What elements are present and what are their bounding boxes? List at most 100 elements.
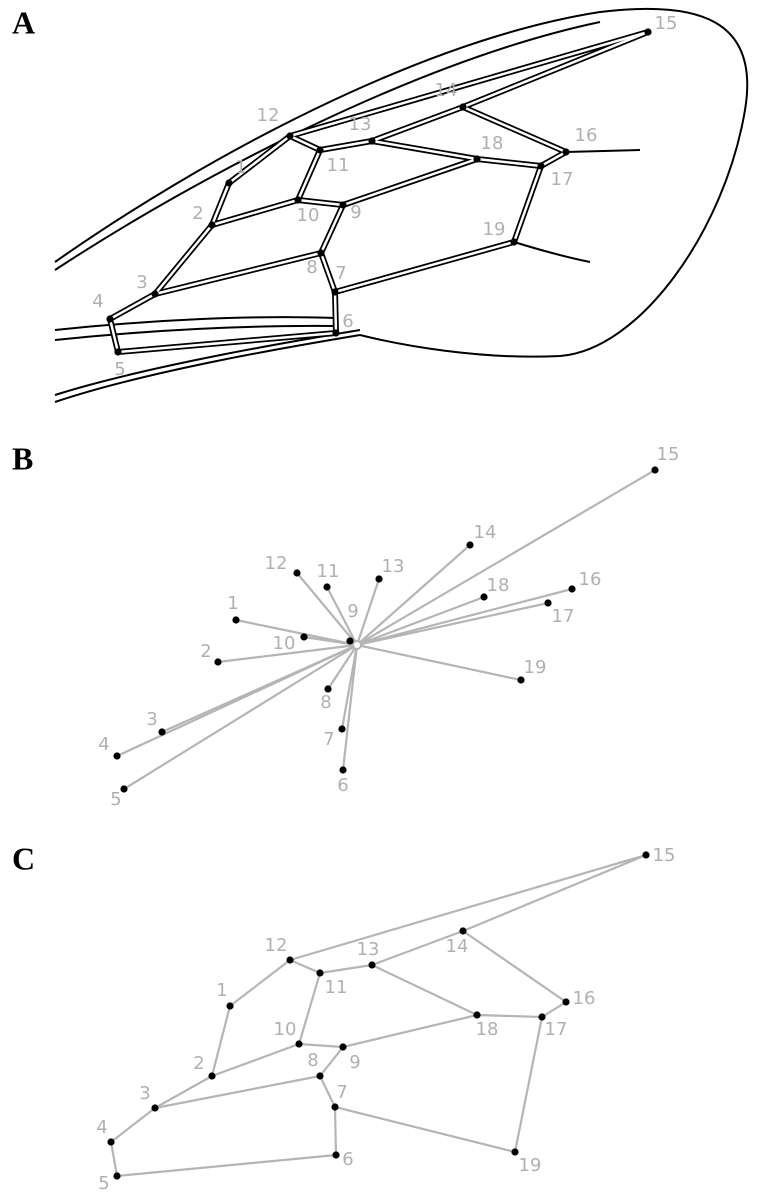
connector xyxy=(357,645,521,680)
landmark xyxy=(286,956,293,963)
landmark-label: 3 xyxy=(136,272,147,293)
landmark-label: 1 xyxy=(216,980,227,1001)
connector xyxy=(111,1108,155,1142)
landmark xyxy=(316,146,323,153)
landmark xyxy=(113,752,120,759)
vein-inner xyxy=(343,159,477,205)
landmark-label: 5 xyxy=(98,1173,109,1192)
landmark xyxy=(339,766,346,773)
landmark xyxy=(466,541,473,548)
landmark xyxy=(459,927,466,934)
vein-inner xyxy=(463,32,648,107)
landmark-label: 8 xyxy=(320,692,331,713)
landmark xyxy=(226,1002,233,1009)
landmark-label: 9 xyxy=(350,202,361,223)
vein-inner xyxy=(290,136,320,150)
connector xyxy=(290,960,320,973)
connector xyxy=(515,1017,542,1152)
landmark-label: 7 xyxy=(335,263,346,284)
landmark xyxy=(300,633,307,640)
landmark-label: 7 xyxy=(336,1082,347,1103)
connector xyxy=(117,1155,336,1176)
landmark xyxy=(562,998,569,1005)
landmark xyxy=(317,249,324,256)
connector xyxy=(155,1076,320,1108)
vein-inner xyxy=(321,253,335,292)
landmark-label: 2 xyxy=(200,641,211,662)
landmark-label: 17 xyxy=(552,606,575,627)
landmark xyxy=(208,1072,215,1079)
landmark-label: 3 xyxy=(139,1083,150,1104)
landmark xyxy=(339,1043,346,1050)
landmark-label: 9 xyxy=(347,601,358,622)
connector xyxy=(343,1015,477,1047)
landmark-label: 11 xyxy=(325,977,348,998)
vein-inner xyxy=(372,141,477,159)
landmark xyxy=(511,1148,518,1155)
landmark-label: 16 xyxy=(575,125,598,146)
landmark-label: 13 xyxy=(357,939,380,960)
landmark xyxy=(294,196,301,203)
landmark-label: 10 xyxy=(274,1019,297,1040)
landmark-label: 5 xyxy=(114,359,125,380)
landmark-label: 13 xyxy=(382,556,405,577)
landmark-label: 18 xyxy=(476,1019,499,1040)
landmark xyxy=(225,179,232,186)
panel-label: A xyxy=(12,4,35,40)
connector xyxy=(320,1076,335,1107)
landmark-label: 9 xyxy=(349,1052,360,1073)
landmark xyxy=(339,201,346,208)
landmark xyxy=(316,1072,323,1079)
panel-label: B xyxy=(12,440,33,476)
landmark xyxy=(331,288,338,295)
landmark xyxy=(346,637,353,644)
landmark xyxy=(644,28,651,35)
landmark-label: 16 xyxy=(573,988,596,1009)
landmark xyxy=(332,1151,339,1158)
vein-inner xyxy=(372,107,463,141)
landmark xyxy=(208,221,215,228)
landmark-label: 12 xyxy=(265,553,288,574)
landmark-label: 8 xyxy=(306,257,317,278)
vein-inner xyxy=(290,32,648,136)
landmark-label: 11 xyxy=(317,561,340,582)
landmark xyxy=(473,1011,480,1018)
connector xyxy=(463,931,566,1002)
connector xyxy=(124,645,357,789)
connector xyxy=(230,960,290,1006)
landmark-label: 15 xyxy=(657,444,680,465)
landmark xyxy=(544,599,551,606)
connector xyxy=(111,1142,117,1176)
landmark xyxy=(368,961,375,968)
connector xyxy=(372,965,477,1015)
landmark xyxy=(151,290,158,297)
landmark-label: 10 xyxy=(273,633,296,654)
landmark-label: 11 xyxy=(327,155,350,176)
landmark xyxy=(295,1040,302,1047)
landmark xyxy=(332,329,339,336)
landmark xyxy=(642,851,649,858)
connector xyxy=(212,1006,230,1076)
landmark xyxy=(151,1104,158,1111)
landmark-label: 19 xyxy=(524,657,547,678)
landmark-label: 12 xyxy=(265,935,288,956)
landmark xyxy=(323,583,330,590)
landmark-label: 6 xyxy=(342,1149,353,1170)
connector xyxy=(477,1015,542,1017)
connector xyxy=(299,1044,343,1047)
connector xyxy=(542,1002,566,1017)
landmark-label: 14 xyxy=(435,80,458,101)
landmark xyxy=(537,162,544,169)
connector xyxy=(335,1107,336,1155)
figure: A B C 1234567891011121314151617181912345… xyxy=(0,0,767,1192)
landmark xyxy=(651,466,658,473)
landmark-label: 6 xyxy=(337,775,348,796)
vein-inner xyxy=(335,292,336,333)
landmark-label: 2 xyxy=(192,203,203,224)
landmark-label: 15 xyxy=(653,845,676,866)
landmark-label: 17 xyxy=(551,169,574,190)
landmark xyxy=(459,103,466,110)
landmark-label: 4 xyxy=(92,291,103,312)
landmark-label: 19 xyxy=(483,219,506,240)
landmark-label: 15 xyxy=(655,13,678,34)
